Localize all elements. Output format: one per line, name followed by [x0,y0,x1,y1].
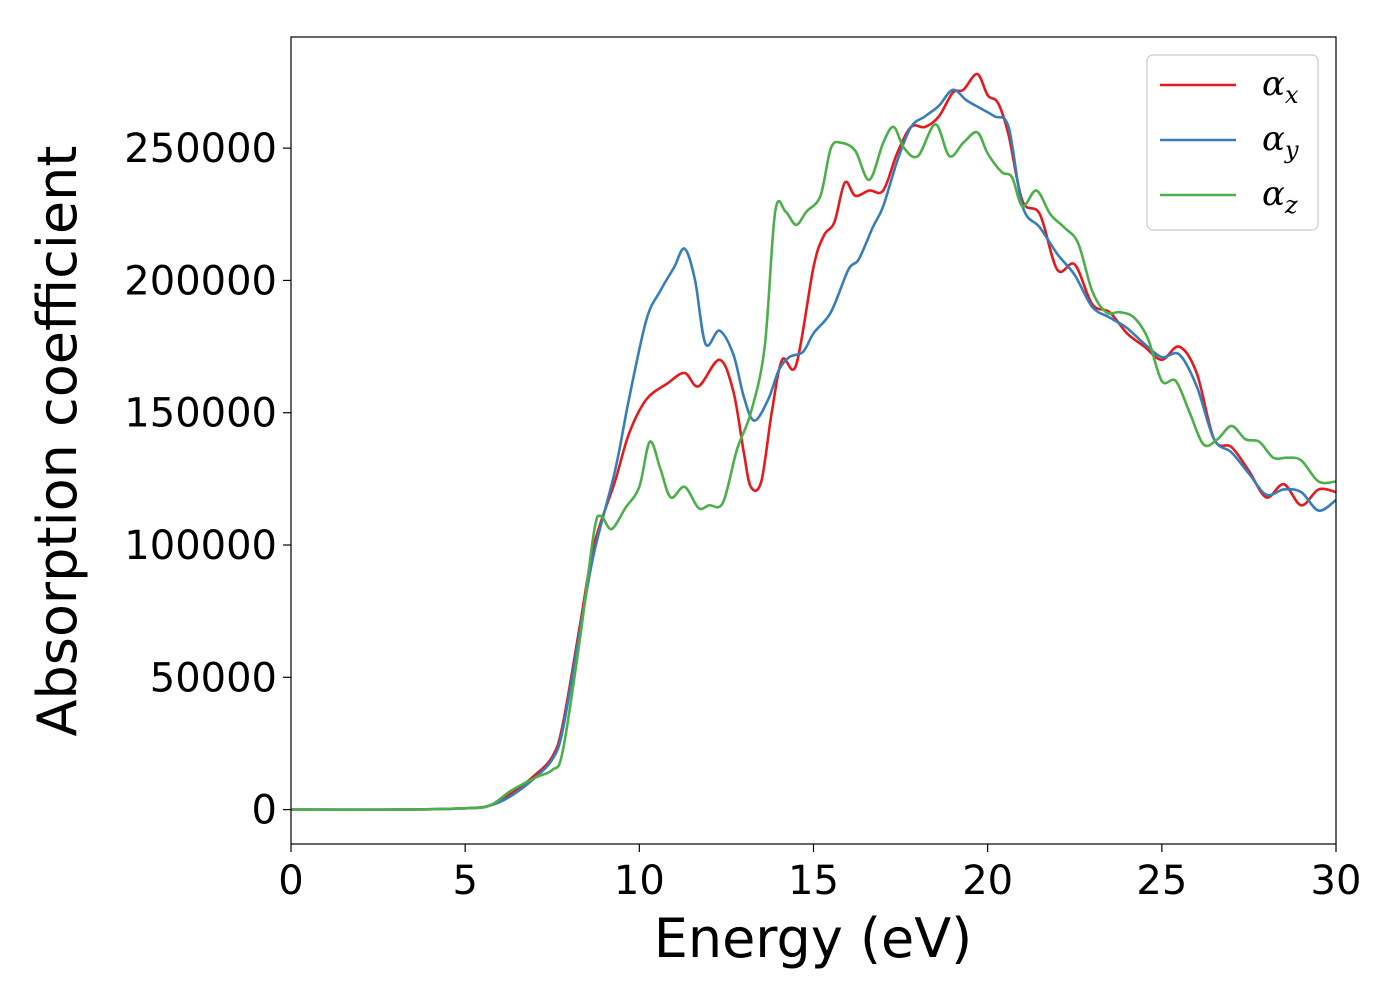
x-axis-ticks: 0 5 10 15 20 25 30 [278,844,1361,904]
series-line-z [290,123,1337,811]
x-tick-label: 25 [1136,858,1187,904]
y-tick-label: 100000 [124,523,277,569]
series-line-y [290,88,1337,811]
x-tick-label: 0 [278,858,303,904]
x-tick-label: 15 [788,858,839,904]
series-line-x [290,72,1337,811]
series-layer [290,72,1337,811]
legend-box [1146,54,1319,231]
y-tick-label: 0 [252,788,277,834]
x-tick-label: 20 [962,858,1013,904]
y-axis-ticks: 0 50000 100000 150000 200000 250000 [124,126,291,834]
y-axis-label: Absorption coefficient [26,146,89,737]
x-tick-label: 5 [452,858,477,904]
x-axis-label: Energy (eV) [654,907,973,970]
x-tick-label: 30 [1311,858,1362,904]
y-tick-label: 50000 [150,655,277,701]
x-tick-label: 10 [614,858,665,904]
y-tick-label: 250000 [124,126,277,172]
y-tick-label: 150000 [124,391,277,437]
y-tick-label: 200000 [124,258,277,304]
